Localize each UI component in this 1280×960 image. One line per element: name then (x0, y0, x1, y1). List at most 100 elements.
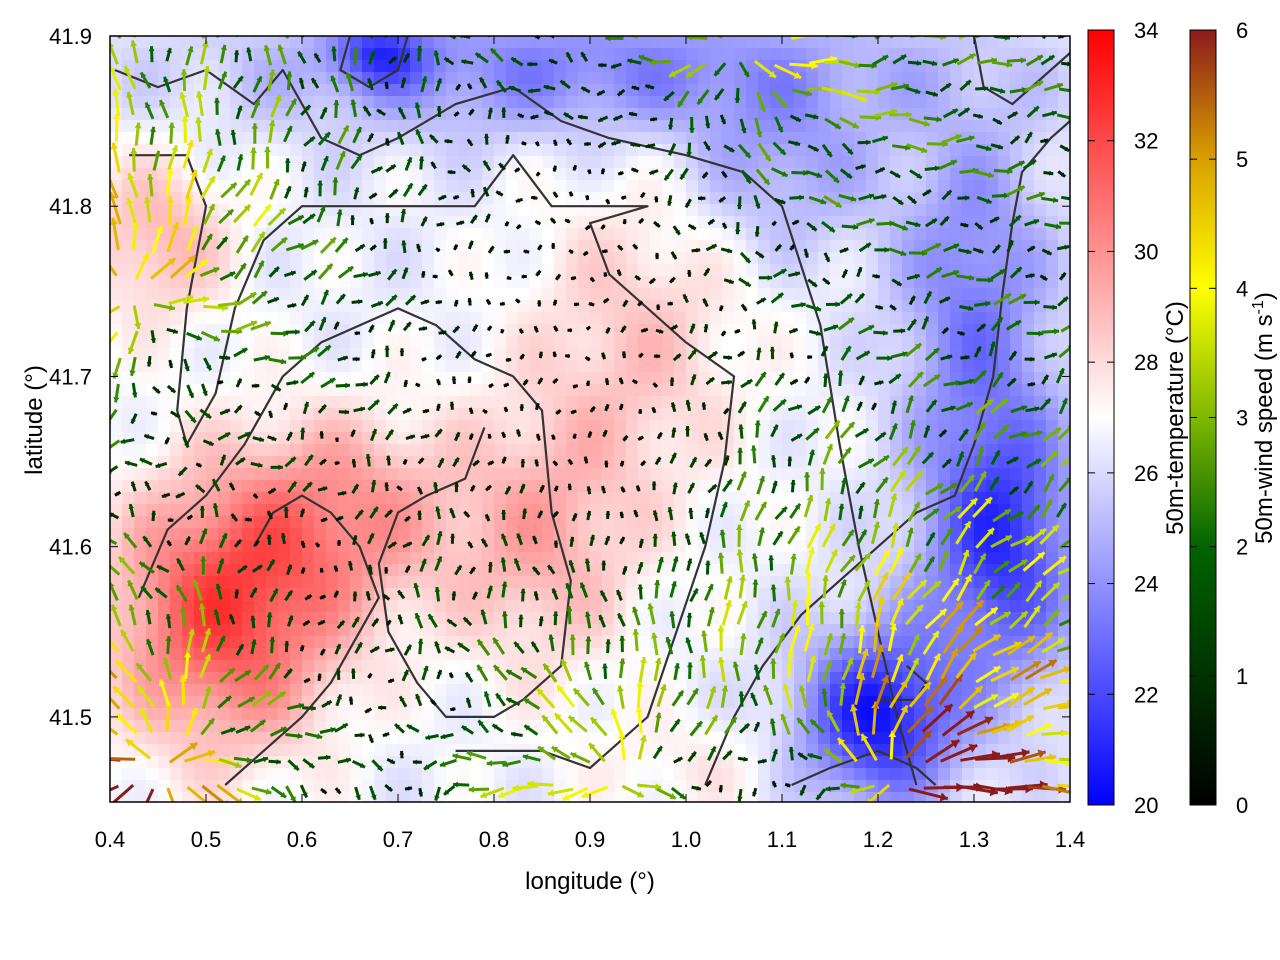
heatmap-cell (194, 732, 207, 745)
heatmap-cell (278, 432, 291, 445)
heatmap-cell (914, 180, 927, 193)
heatmap-cell (278, 768, 291, 781)
heatmap-cell (290, 336, 303, 349)
heatmap-cell (314, 492, 327, 505)
heatmap-cell (446, 672, 459, 685)
heatmap-cell (950, 288, 963, 301)
heatmap-cell (710, 132, 723, 145)
heatmap-cell (134, 432, 147, 445)
heatmap-cell (1010, 708, 1023, 721)
heatmap-cell (122, 396, 135, 409)
heatmap-cell (530, 228, 543, 241)
heatmap-cell (398, 96, 411, 109)
heatmap-cell (770, 48, 783, 61)
heatmap-cell (1010, 120, 1023, 133)
heatmap-cell (254, 48, 267, 61)
heatmap-cell (170, 420, 183, 433)
heatmap-cell (110, 552, 123, 565)
heatmap-cell (530, 312, 543, 325)
heatmap-cell (254, 36, 267, 49)
heatmap-cell (374, 492, 387, 505)
heatmap-cell (542, 252, 555, 265)
heatmap-cell (518, 120, 531, 133)
heatmap-cell (230, 420, 243, 433)
heatmap-cell (278, 552, 291, 565)
heatmap-cell (974, 180, 987, 193)
heatmap-cell (674, 456, 687, 469)
heatmap-cell (506, 540, 519, 553)
heatmap-cell (734, 264, 747, 277)
heatmap-cell (974, 276, 987, 289)
heatmap-cell (266, 468, 279, 481)
heatmap-cell (590, 552, 603, 565)
heatmap-cell (686, 600, 699, 613)
heatmap-cell (470, 708, 483, 721)
heatmap-cell (446, 84, 459, 97)
heatmap-cell (734, 84, 747, 97)
heatmap-cell (530, 468, 543, 481)
heatmap-cell (302, 768, 315, 781)
heatmap-cell (254, 492, 267, 505)
heatmap-cell (182, 516, 195, 529)
heatmap-cell (674, 768, 687, 781)
heatmap-cell (722, 780, 735, 793)
heatmap-cell (878, 768, 891, 781)
heatmap-cell (362, 312, 375, 325)
heatmap-cell (254, 480, 267, 493)
heatmap-cell (422, 420, 435, 433)
heatmap-cell (914, 480, 927, 493)
heatmap-cell (182, 456, 195, 469)
heatmap-cell (518, 396, 531, 409)
heatmap-cell (146, 516, 159, 529)
heatmap-cell (302, 516, 315, 529)
heatmap-cell (758, 516, 771, 529)
heatmap-cell (410, 264, 423, 277)
heatmap-cell (290, 720, 303, 733)
heatmap-cell (410, 372, 423, 385)
heatmap-cell (758, 216, 771, 229)
heatmap-cell (662, 552, 675, 565)
heatmap-cell (866, 156, 879, 169)
heatmap-cell (302, 168, 315, 181)
heatmap-cell (602, 144, 615, 157)
heatmap-cell (290, 360, 303, 373)
heatmap-cell (542, 396, 555, 409)
heatmap-cell (182, 768, 195, 781)
heatmap-cell (398, 84, 411, 97)
heatmap-cell (326, 624, 339, 637)
heatmap-cell (110, 348, 123, 361)
heatmap-cell (434, 576, 447, 589)
heatmap-cell (446, 156, 459, 169)
heatmap-cell (638, 72, 651, 85)
heatmap-cell (482, 444, 495, 457)
heatmap-cell (974, 204, 987, 217)
heatmap-cell (146, 120, 159, 133)
heatmap-cell (602, 96, 615, 109)
heatmap-cell (254, 300, 267, 313)
heatmap-cell (458, 624, 471, 637)
heatmap-cell (650, 120, 663, 133)
heatmap-cell (506, 204, 519, 217)
heatmap-cell (746, 540, 759, 553)
heatmap-cell (746, 756, 759, 769)
heatmap-cell (146, 468, 159, 481)
heatmap-cell (998, 216, 1011, 229)
heatmap-cell (542, 528, 555, 541)
heatmap-cell (398, 756, 411, 769)
heatmap-cell (470, 228, 483, 241)
heatmap-cell (422, 276, 435, 289)
heatmap-cell (590, 324, 603, 337)
heatmap-cell (998, 72, 1011, 85)
heatmap-cell (554, 468, 567, 481)
heatmap-cell (266, 600, 279, 613)
heatmap-cell (650, 360, 663, 373)
heatmap-cell (806, 120, 819, 133)
heatmap-cell (626, 696, 639, 709)
heatmap-cell (1022, 144, 1035, 157)
heatmap-cell (482, 36, 495, 49)
heatmap-cell (878, 72, 891, 85)
heatmap-cell (458, 324, 471, 337)
heatmap-cell (554, 672, 567, 685)
heatmap-cell (770, 600, 783, 613)
